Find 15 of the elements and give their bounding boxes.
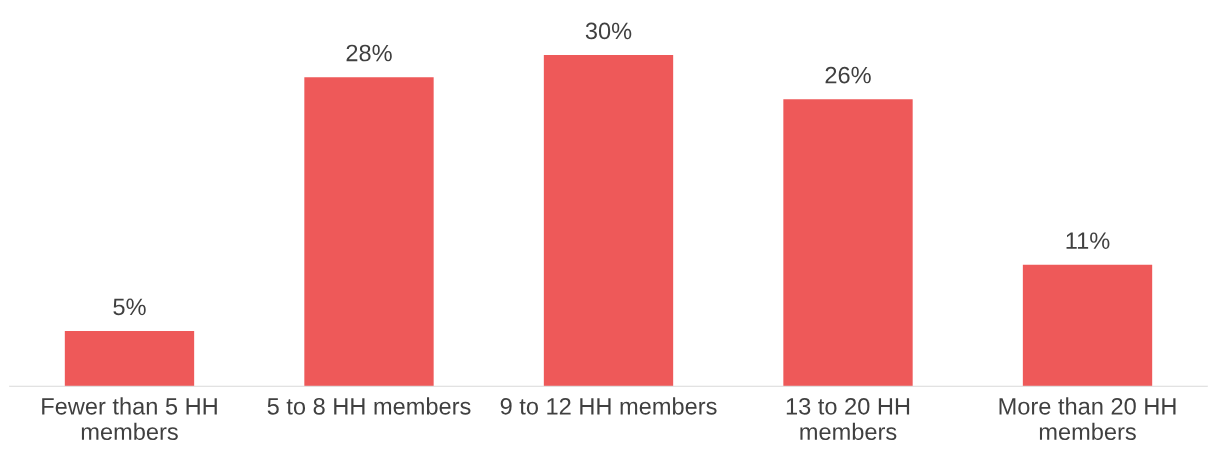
data-label: 26%: [825, 66, 871, 84]
x-tick-label: 5 to 8 HH members: [267, 397, 471, 415]
data-label: 11%: [1066, 232, 1110, 249]
bar: [783, 99, 913, 387]
data-label: 30%: [585, 22, 632, 40]
data-label: 28%: [346, 44, 392, 62]
data-label: 5%: [113, 298, 146, 316]
bar: [1022, 264, 1153, 387]
x-tick-label: More than 20 HH members: [999, 397, 1176, 441]
bar: [543, 55, 674, 387]
x-tick-label: Fewer than 5 HH members: [42, 397, 217, 441]
bar: [304, 77, 434, 387]
bar: [64, 331, 195, 387]
x-tick-label: 13 to 20 HH members: [786, 397, 910, 441]
x-tick-label: 9 to 12 HH members: [500, 397, 717, 415]
